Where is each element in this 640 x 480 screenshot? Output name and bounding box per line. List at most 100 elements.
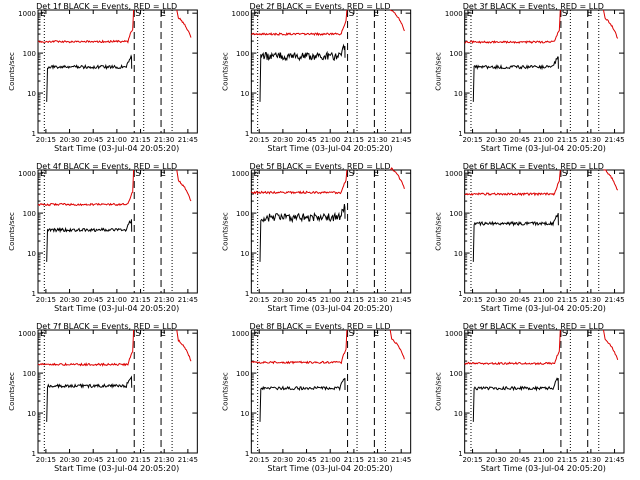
- chart-panel-8: Det 8f BLACK = Events, RED = LLD 20:15 20:…: [221, 322, 411, 473]
- lld-series-tail: [389, 329, 405, 360]
- x-tick-label: 21:45: [391, 136, 411, 144]
- lld-series-line: [37, 329, 135, 367]
- events-series-line: [46, 54, 133, 102]
- marker-S: S: [135, 329, 141, 339]
- x-tick-label: 20:45: [510, 456, 530, 464]
- marker-E-right: E: [587, 329, 593, 339]
- plot-frame: [37, 329, 198, 454]
- x-tick-label: 21:15: [344, 456, 364, 464]
- lld-series-tail: [603, 9, 619, 39]
- x-tick-label: 20:45: [296, 456, 316, 464]
- x-tick-label: 21:15: [130, 296, 150, 304]
- x-axis-label: Start Time (03-Jul-04 20:05:20): [481, 144, 606, 153]
- y-tick-label: 1: [245, 130, 249, 138]
- y-tick-label: 10: [454, 250, 463, 258]
- marker-S: S: [135, 9, 141, 19]
- y-tick-label: 100: [236, 370, 249, 378]
- marker-S: S: [562, 169, 568, 179]
- panel-title: Det 9f BLACK = Events, RED = LLD: [463, 322, 604, 331]
- x-tick-label: 21:00: [320, 136, 340, 144]
- y-tick-label: 1: [245, 290, 249, 298]
- x-tick-label: 21:00: [107, 296, 127, 304]
- x-tick-label: 20:30: [486, 296, 506, 304]
- x-tick-label: 20:15: [462, 136, 482, 144]
- marker-E-left: E: [467, 329, 473, 339]
- x-tick-label: 20:45: [510, 296, 530, 304]
- marker-E-right: E: [160, 9, 166, 19]
- marker-E-right: E: [587, 9, 593, 19]
- x-tick-label: 21:00: [533, 456, 553, 464]
- x-tick-label: 20:15: [249, 456, 269, 464]
- y-tick-label: 1000: [18, 330, 36, 338]
- x-tick-label: 21:00: [107, 456, 127, 464]
- marker-S: S: [349, 169, 355, 179]
- marker-E-left: E: [253, 169, 259, 179]
- marker-E-left: E: [40, 329, 46, 339]
- y-axis-label: Counts/sec: [221, 212, 229, 251]
- lld-series-line: [250, 329, 348, 365]
- x-tick-label: 20:45: [296, 136, 316, 144]
- lld-series-tail: [603, 329, 619, 361]
- panel-title: Det 8f BLACK = Events, RED = LLD: [249, 322, 390, 331]
- y-axis-label: Counts/sec: [8, 372, 16, 411]
- events-series-line: [46, 375, 133, 422]
- x-tick-label: 20:30: [59, 136, 79, 144]
- x-axis-label: Start Time (03-Jul-04 20:05:20): [54, 464, 179, 473]
- x-tick-label: 21:15: [344, 136, 364, 144]
- y-tick-label: 1000: [232, 10, 250, 18]
- events-series-line: [472, 212, 559, 262]
- panel-title: Det 2f BLACK = Events, RED = LLD: [249, 2, 390, 11]
- x-tick-label: 21:00: [533, 136, 553, 144]
- marker-S: S: [349, 329, 355, 339]
- x-tick-label: 20:30: [59, 456, 79, 464]
- lld-series-line: [250, 9, 348, 37]
- x-tick-label: 20:30: [273, 136, 293, 144]
- y-tick-label: 100: [23, 50, 36, 58]
- marker-S: S: [349, 9, 355, 19]
- y-tick-label: 1: [32, 450, 36, 458]
- y-tick-label: 100: [449, 370, 462, 378]
- y-tick-label: 1000: [18, 170, 36, 178]
- x-tick-label: 21:30: [581, 456, 601, 464]
- y-tick-label: 100: [23, 370, 36, 378]
- y-tick-label: 1: [32, 290, 36, 298]
- lld-series-line: [250, 169, 348, 195]
- y-axis-label: Counts/sec: [435, 212, 443, 251]
- x-tick-label: 21:30: [154, 136, 174, 144]
- x-tick-label: 21:15: [557, 456, 577, 464]
- x-tick-label: 20:30: [486, 136, 506, 144]
- y-tick-label: 10: [240, 90, 249, 98]
- y-tick-label: 1: [458, 450, 462, 458]
- panel-title: Det 6f BLACK = Events, RED = LLD: [463, 162, 604, 171]
- lld-series-line: [464, 9, 561, 45]
- y-tick-label: 1: [458, 290, 462, 298]
- y-tick-label: 100: [449, 50, 462, 58]
- lld-series-line: [37, 169, 135, 207]
- marker-E-left: E: [253, 329, 259, 339]
- events-series-line: [259, 377, 346, 422]
- y-tick-label: 100: [236, 210, 249, 218]
- y-tick-label: 10: [454, 90, 463, 98]
- events-series-line: [472, 377, 559, 422]
- marker-S: S: [562, 9, 568, 19]
- y-tick-label: 10: [454, 410, 463, 418]
- x-tick-label: 21:45: [604, 456, 624, 464]
- x-tick-label: 21:00: [107, 136, 127, 144]
- x-tick-label: 21:45: [604, 296, 624, 304]
- marker-E-right: E: [587, 169, 593, 179]
- x-tick-label: 21:30: [154, 456, 174, 464]
- chart-panel-5: Det 5f BLACK = Events, RED = LLD 20:15 20:…: [221, 162, 411, 313]
- chart-panel-6: Det 6f BLACK = Events, RED = LLD 20:15 20:…: [435, 162, 625, 313]
- y-axis-label: Counts/sec: [221, 52, 229, 91]
- plot-frame: [464, 169, 625, 294]
- y-tick-label: 1000: [232, 170, 250, 178]
- lld-series-line: [37, 9, 135, 44]
- y-tick-label: 10: [27, 90, 36, 98]
- x-tick-label: 20:15: [249, 296, 269, 304]
- marker-E-right: E: [373, 329, 379, 339]
- x-tick-label: 20:30: [486, 456, 506, 464]
- x-tick-label: 21:30: [154, 296, 174, 304]
- panel-title: Det 7f BLACK = Events, RED = LLD: [36, 322, 177, 331]
